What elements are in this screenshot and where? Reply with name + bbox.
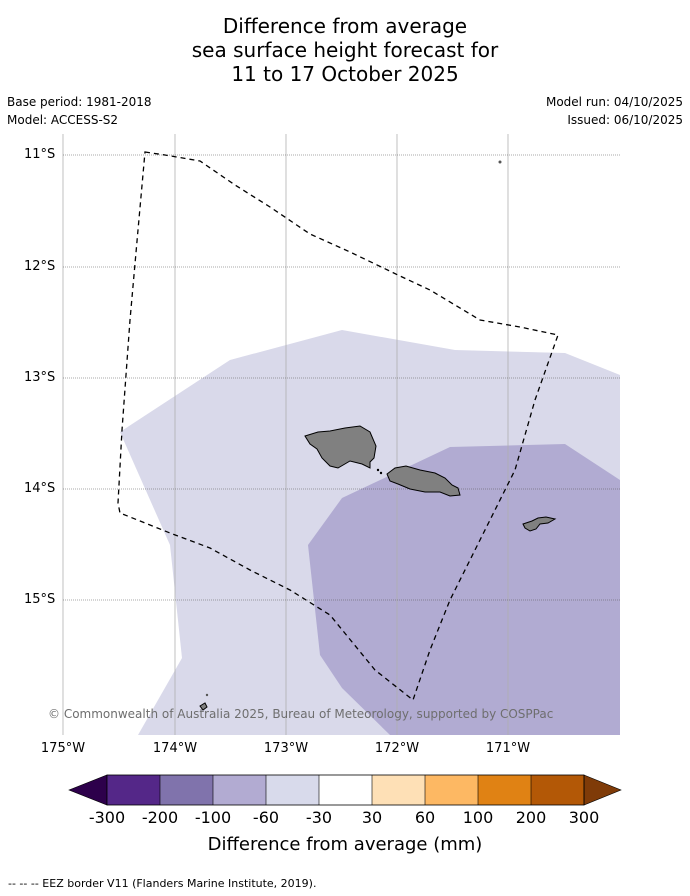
- colorbar-label: Difference from average (mm): [207, 834, 483, 855]
- island-swains: [498, 160, 502, 164]
- eez-legend-note: -- -- -- EEZ border V11 (Flanders Marine…: [8, 877, 317, 890]
- colorbar-tick-label: -30: [305, 808, 333, 827]
- eez-border: [117, 151, 559, 702]
- copyright-notice: © Commonwealth of Australia 2025, Bureau…: [48, 707, 554, 721]
- colorbar-bin-3: [213, 775, 266, 805]
- lon-label-172w: 172°W: [374, 741, 420, 756]
- lat-label-13s: 13°S: [24, 370, 56, 385]
- island-savaii: [304, 425, 377, 469]
- colorbar-bin-9: [531, 775, 584, 805]
- island-tutuila: [522, 516, 557, 532]
- title-line-3: 11 to 17 October 2025: [231, 62, 459, 86]
- lon-label-171w: 171°W: [485, 741, 531, 756]
- graticule: [62, 134, 509, 735]
- base-period: Base period: 1981-2018: [7, 95, 152, 109]
- island-niuafoou: [199, 702, 208, 711]
- colorbar-extend-max: [583, 774, 622, 806]
- island-small: [205, 693, 209, 697]
- lon-label-175w: 175°W: [40, 741, 86, 756]
- colorbar-tick-label: -300: [88, 808, 126, 827]
- issued-date: Issued: 06/10/2025: [567, 113, 683, 127]
- colorbar: [68, 774, 622, 806]
- colorbar-bin-6: [372, 775, 425, 805]
- model-run: Model run: 04/10/2025: [545, 95, 683, 109]
- colorbar-extend-min: [68, 774, 108, 806]
- lon-label-173w: 173°W: [263, 741, 309, 756]
- colorbar-tick-label: 100: [462, 808, 494, 827]
- lat-label-14s: 14°S: [24, 481, 56, 496]
- lat-label-12s: 12°S: [24, 259, 56, 274]
- island-manono: [376, 468, 380, 472]
- colorbar-tick-label: -200: [141, 808, 179, 827]
- map-title: Difference from average sea surface heig…: [0, 14, 690, 86]
- anomaly-region-mid: [308, 444, 620, 735]
- title-line-2: sea surface height forecast for: [191, 38, 499, 62]
- latitude-lines: [63, 154, 620, 601]
- colorbar-bin-2: [160, 775, 213, 805]
- title-line-1: Difference from average: [222, 14, 468, 38]
- colorbar-bin-7: [425, 775, 478, 805]
- lon-label-174w: 174°W: [152, 741, 198, 756]
- colorbar-tick-label: 30: [361, 808, 383, 827]
- colorbar-bin-4: [266, 775, 319, 805]
- colorbar-bin-8: [478, 775, 531, 805]
- colorbar-tick-label: 300: [568, 808, 600, 827]
- colorbar-bin-5: [319, 775, 372, 805]
- colorbar-tick-label: -60: [252, 808, 280, 827]
- island-apolima: [379, 471, 383, 475]
- colorbar-tick-label: 200: [515, 808, 547, 827]
- model-name: Model: ACCESS-S2: [7, 113, 119, 127]
- colorbar-tick-label: -100: [194, 808, 232, 827]
- colorbar-bin-1: [107, 775, 160, 805]
- lat-label-15s: 15°S: [24, 592, 56, 607]
- lat-label-11s: 11°S: [24, 147, 56, 162]
- island-upolu: [386, 465, 461, 497]
- colorbar-tick-label: 60: [414, 808, 436, 827]
